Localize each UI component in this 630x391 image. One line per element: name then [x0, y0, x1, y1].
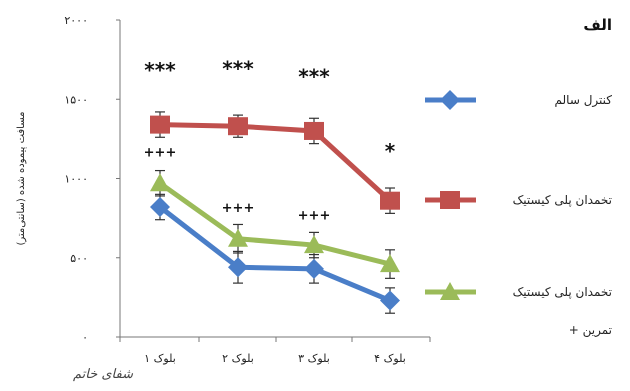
- x-tick-label: بلوک ۲: [222, 352, 254, 365]
- series-2: [150, 112, 400, 213]
- x-tick-label: بلوک ۴: [374, 352, 406, 365]
- y-tick-label: ۰: [82, 331, 88, 344]
- data-point: [304, 259, 324, 279]
- legend-item-2: تخمدان پلی کیستیک: [425, 191, 612, 209]
- y-tick-label: ۵۰۰: [70, 252, 88, 265]
- data-point: [380, 291, 400, 311]
- y-tick-label: ۱۵۰۰: [64, 93, 88, 106]
- x-tick-label: بلوک ۳: [298, 352, 330, 365]
- legend-item-1: کنترل سالم: [425, 90, 612, 110]
- series-1: [150, 194, 400, 313]
- significance-marker: +++: [144, 145, 177, 160]
- y-tick-label: ۱۰۰۰: [64, 173, 88, 186]
- data-point: [380, 192, 400, 210]
- legend-label: تخمدان پلی کیستیک: [513, 285, 612, 299]
- significance-marker: ***: [222, 56, 254, 80]
- watermark-logo: شفای خاتم: [73, 367, 134, 382]
- legend-label: تخمدان پلی کیستیک: [513, 193, 612, 207]
- significance-marker: +++: [222, 201, 255, 216]
- significance-marker: *: [385, 139, 396, 163]
- series-line: [160, 183, 390, 264]
- y-axis-label: مسافت پیموده شده (سانتی‌متر): [16, 111, 27, 245]
- legend-item-3: تخمدان پلی کیستیک + تمرین: [425, 282, 612, 338]
- data-point: [304, 122, 324, 140]
- legend-marker: [440, 191, 460, 209]
- data-point: [150, 116, 170, 134]
- x-tick-labels: بلوک ۱ بلوک ۲ بلوک ۳ بلوک ۴: [144, 352, 406, 365]
- data-point: [150, 173, 170, 191]
- series-3: [150, 171, 400, 279]
- legend-marker: [440, 90, 460, 110]
- significance-marker: ***: [298, 64, 330, 88]
- series-line: [160, 125, 390, 201]
- x-tick-label: بلوک ۱: [144, 352, 176, 365]
- series-group: [150, 112, 400, 313]
- legend-label: کنترل سالم: [555, 93, 613, 108]
- y-tick-labels: ۰ ۵۰۰ ۱۰۰۰ ۱۵۰۰ ۲۰۰۰: [64, 14, 88, 344]
- data-point: [228, 117, 248, 135]
- panel-label: الف: [583, 16, 612, 34]
- significance-marker: ***: [144, 58, 176, 82]
- legend-label: + تمرین: [569, 323, 612, 338]
- y-tick-label: ۲۰۰۰: [64, 14, 88, 27]
- significance-marker: +++: [298, 209, 331, 224]
